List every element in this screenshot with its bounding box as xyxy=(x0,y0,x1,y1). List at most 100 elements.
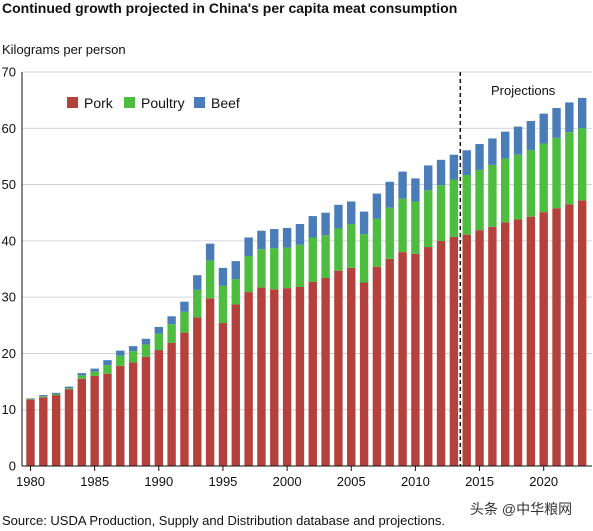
bar-beef-2015 xyxy=(475,144,484,170)
bar-pork-2018 xyxy=(513,219,523,466)
bar-beef-2007 xyxy=(372,193,382,219)
legend-label-pork: Pork xyxy=(84,95,114,111)
bar-pork-2013 xyxy=(449,236,459,466)
bar-beef-1981 xyxy=(39,395,48,397)
bar-pork-2019 xyxy=(526,216,536,466)
bar-pork-1988 xyxy=(128,362,138,466)
bar-poultry-1988 xyxy=(128,351,138,363)
y-tick-label: 40 xyxy=(2,233,16,248)
x-tick-label: 2010 xyxy=(401,474,430,489)
bar-pork-1982 xyxy=(51,395,61,466)
bar-beef-1998 xyxy=(257,230,266,250)
bar-pork-2004 xyxy=(334,270,343,466)
chart-title: Continued growth projected in China's pe… xyxy=(2,0,458,16)
bar-pork-2000 xyxy=(282,288,292,466)
bar-pork-2007 xyxy=(372,266,382,466)
bar-poultry-2015 xyxy=(475,169,484,231)
y-axis-label: Kilograms per person xyxy=(2,42,126,57)
bar-poultry-2003 xyxy=(321,235,330,279)
x-tick-label: 1985 xyxy=(80,474,109,489)
bar-beef-1990 xyxy=(154,326,163,334)
bar-poultry-1997 xyxy=(244,256,253,293)
bar-poultry-1995 xyxy=(218,285,228,324)
bar-beef-2013 xyxy=(449,154,459,180)
bar-beef-1997 xyxy=(244,237,253,257)
bar-beef-1986 xyxy=(103,360,112,366)
bar-poultry-1980 xyxy=(26,399,35,400)
bar-poultry-1989 xyxy=(141,344,151,357)
bar-pork-2011 xyxy=(424,247,433,466)
x-tick-label: 1980 xyxy=(16,474,45,489)
bar-beef-2018 xyxy=(513,126,523,155)
legend-label-beef: Beef xyxy=(211,95,240,111)
bar-poultry-1994 xyxy=(205,260,215,299)
bar-pork-1984 xyxy=(77,378,87,466)
bar-pork-2002 xyxy=(308,281,317,466)
bar-poultry-2011 xyxy=(424,190,433,248)
bar-pork-2006 xyxy=(359,282,369,466)
bar-pork-2009 xyxy=(398,252,407,466)
bar-poultry-2014 xyxy=(462,175,471,235)
bar-poultry-1987 xyxy=(116,355,125,366)
bar-beef-2010 xyxy=(411,178,420,202)
bar-pork-1997 xyxy=(244,292,253,466)
bar-poultry-2021 xyxy=(552,137,561,209)
bar-beef-2012 xyxy=(436,159,446,186)
bar-poultry-2022 xyxy=(565,132,574,205)
y-tick-label: 20 xyxy=(2,346,16,361)
bar-beef-1980 xyxy=(26,398,35,400)
bar-poultry-2006 xyxy=(359,234,369,283)
bars xyxy=(26,97,587,466)
bar-pork-2016 xyxy=(488,226,497,466)
bar-pork-1983 xyxy=(64,389,74,466)
bar-poultry-1982 xyxy=(51,393,61,396)
projections-annotation: Projections xyxy=(459,72,556,466)
bar-poultry-1992 xyxy=(180,311,189,333)
bar-beef-2005 xyxy=(347,201,356,224)
bar-poultry-1983 xyxy=(64,388,74,390)
bar-pork-1990 xyxy=(154,350,163,466)
y-tick-label: 50 xyxy=(2,177,16,192)
bar-beef-2016 xyxy=(488,138,497,165)
bar-beef-2023 xyxy=(577,97,587,129)
bar-beef-2001 xyxy=(295,223,305,245)
bar-pork-2021 xyxy=(552,208,561,466)
bar-beef-2011 xyxy=(424,165,433,191)
bar-poultry-2018 xyxy=(513,154,523,220)
bar-pork-2010 xyxy=(411,253,420,466)
bar-beef-1996 xyxy=(231,261,240,280)
y-tick-label: 0 xyxy=(9,459,16,474)
bar-pork-2012 xyxy=(436,240,446,466)
x-tick-label: 2020 xyxy=(529,474,558,489)
bar-poultry-1999 xyxy=(270,248,279,290)
legend-swatch-beef xyxy=(194,97,205,108)
bar-poultry-1993 xyxy=(193,289,202,318)
bar-poultry-2008 xyxy=(385,207,394,259)
x-tick-label: 2015 xyxy=(465,474,494,489)
bar-beef-1983 xyxy=(64,386,74,389)
x-tick-label: 2005 xyxy=(337,474,366,489)
bar-pork-2020 xyxy=(539,212,548,466)
bar-beef-1985 xyxy=(90,368,99,372)
bar-beef-2020 xyxy=(539,113,548,144)
bar-beef-2006 xyxy=(359,211,369,235)
bar-pork-1995 xyxy=(218,323,228,466)
bar-pork-2015 xyxy=(475,230,484,466)
bar-pork-1989 xyxy=(141,356,151,466)
bar-pork-1991 xyxy=(167,342,176,466)
bar-pork-1985 xyxy=(90,375,99,466)
bar-pork-1994 xyxy=(205,298,215,466)
bar-poultry-2007 xyxy=(372,218,382,267)
bar-pork-1981 xyxy=(39,397,48,466)
bar-pork-1993 xyxy=(193,317,202,466)
bar-pork-1987 xyxy=(116,365,125,466)
legend-swatch-poultry xyxy=(124,97,135,108)
y-tick-label: 30 xyxy=(2,290,16,305)
bar-pork-2003 xyxy=(321,278,330,466)
bar-beef-2004 xyxy=(334,204,343,229)
bar-beef-1987 xyxy=(116,350,125,356)
bar-beef-2019 xyxy=(526,120,536,151)
bar-beef-1989 xyxy=(141,338,151,345)
bar-poultry-2004 xyxy=(334,228,343,271)
